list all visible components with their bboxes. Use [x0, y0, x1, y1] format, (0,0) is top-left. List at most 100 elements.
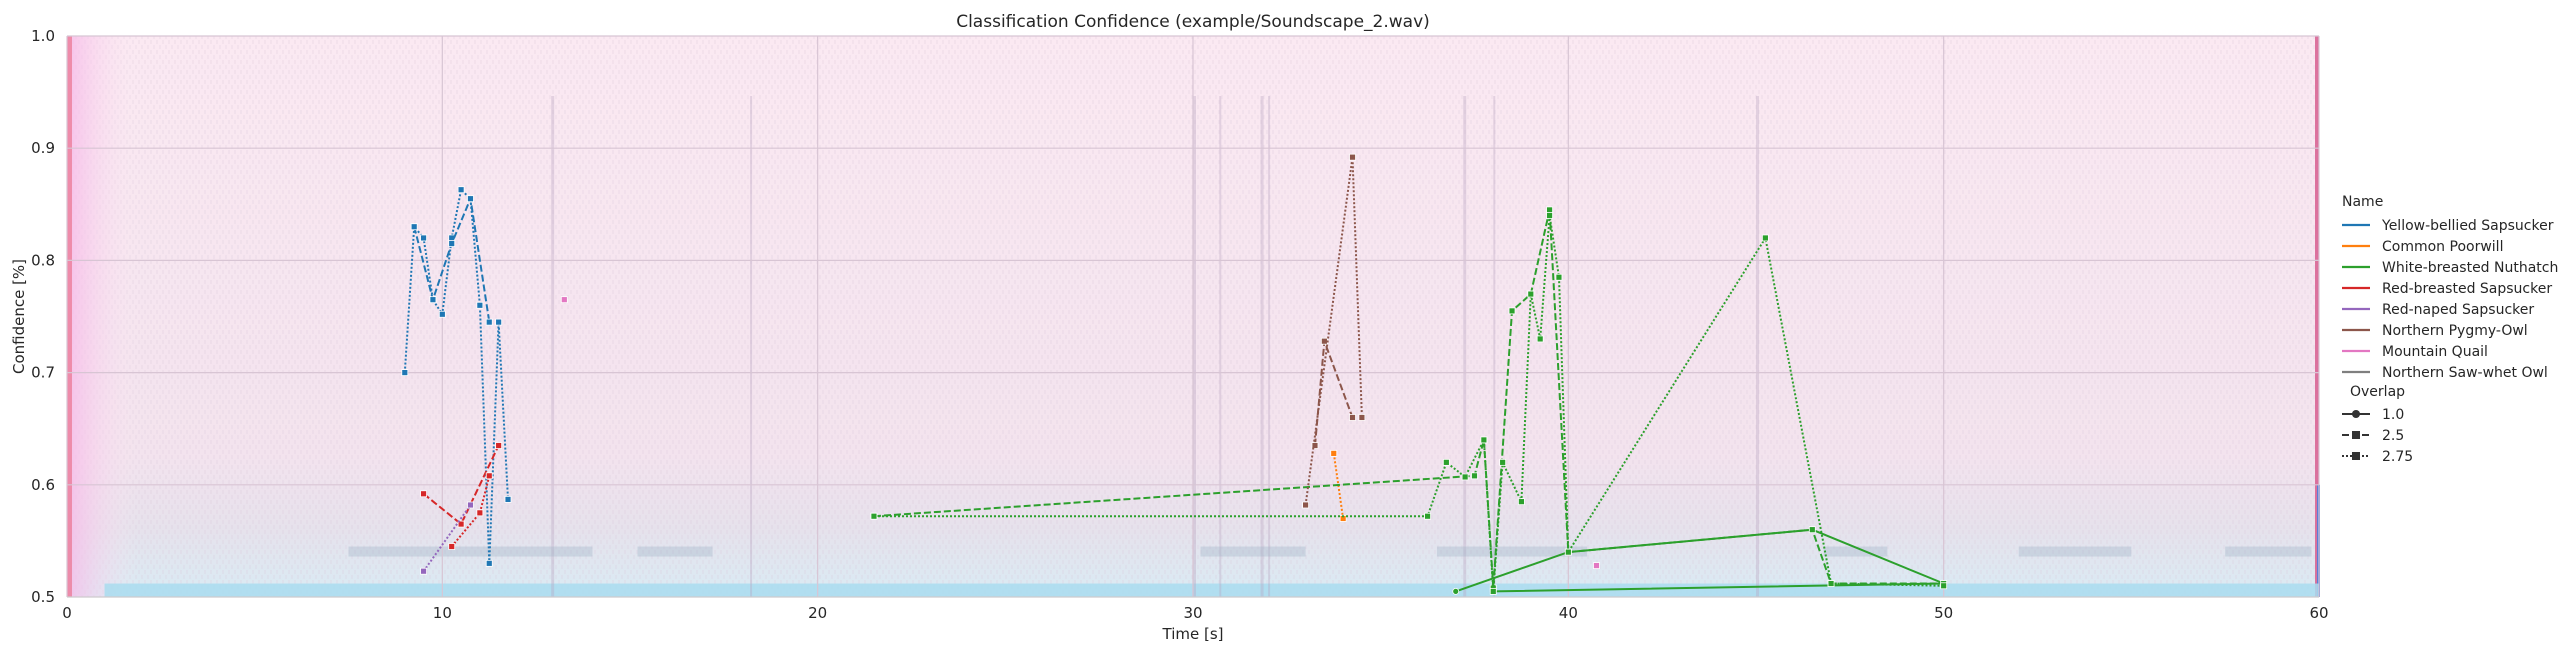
series-line	[422, 504, 472, 572]
data-point	[429, 296, 437, 304]
data-point	[467, 195, 474, 203]
legend-item: Red-naped Sapsucker	[2342, 302, 2534, 318]
series-line	[1304, 157, 1363, 506]
legend-marker	[2352, 431, 2360, 439]
data-point	[1302, 501, 1309, 509]
data-point	[1564, 548, 1572, 556]
y-tick-label: 0.7	[31, 364, 55, 382]
legend-label: Northern Saw-whet Owl	[2382, 365, 2548, 381]
legend-label: Northern Pygmy-Owl	[2382, 323, 2528, 339]
data-point	[1424, 512, 1431, 520]
data-point	[476, 509, 484, 517]
legend-label: Red-breasted Sapsucker	[2382, 281, 2552, 297]
data-point	[438, 310, 446, 318]
y-axis-label: Confidence [%]	[10, 259, 28, 374]
legend-overlap-title: Overlap	[2350, 384, 2405, 400]
data-point	[504, 495, 512, 503]
chart-title: Classification Confidence (example/Sound…	[956, 12, 1430, 32]
legend-item: Red-breasted Sapsucker	[2342, 281, 2552, 297]
x-tick-label: 60	[2309, 604, 2328, 622]
x-tick-label: 10	[433, 604, 452, 622]
data-point	[401, 369, 409, 377]
data-point	[457, 520, 465, 528]
data-point	[495, 442, 503, 449]
legend-label: White-breasted Nuthatch	[2382, 260, 2558, 276]
data-point	[1593, 562, 1600, 569]
data-point	[1827, 580, 1835, 587]
legend-marker	[2352, 410, 2360, 418]
x-tick-label: 40	[1559, 604, 1578, 622]
data-point	[1480, 436, 1488, 444]
data-point	[448, 240, 456, 247]
legend-label: Red-naped Sapsucker	[2382, 302, 2534, 318]
data-point	[1518, 498, 1525, 506]
x-axis-label: Time [s]	[1162, 625, 1224, 643]
y-tick-label: 1.0	[31, 27, 55, 45]
x-tick-label: 30	[1183, 604, 1202, 622]
data-point	[495, 318, 503, 326]
y-tick-label: 0.5	[31, 588, 55, 606]
data-point	[1452, 587, 1460, 595]
legend-item: Common Poorwill	[2342, 239, 2503, 255]
y-tick-label: 0.6	[31, 476, 55, 494]
data-point	[1471, 472, 1478, 480]
data-point	[870, 512, 878, 520]
x-tick-label: 0	[62, 604, 72, 622]
legend-names: Yellow-bellied Sapsucker Common Poorwill W…	[2342, 218, 2558, 381]
y-tick-label: 0.9	[31, 139, 55, 157]
series-yellow-bellied-sapsucker-2.5	[410, 195, 493, 326]
data-point	[1508, 307, 1516, 315]
data-point	[1546, 212, 1553, 219]
series-line	[450, 475, 491, 548]
legend-overlaps: 1.0 2.5 2.75	[2342, 407, 2413, 465]
data-point	[1499, 458, 1507, 466]
data-point	[1461, 473, 1469, 481]
legend-label: Common Poorwill	[2382, 239, 2503, 255]
legend-name-title: Name	[2342, 194, 2383, 210]
data-point	[1320, 337, 1328, 345]
series-white-breasted-nuthatch-2.75	[870, 212, 1948, 595]
legend-overlap-item: 2.5	[2342, 428, 2404, 444]
legend-overlap-item: 1.0	[2342, 407, 2404, 423]
legend-label: Yellow-bellied Sapsucker	[2381, 218, 2554, 234]
legend-overlap-label: 1.0	[2382, 407, 2404, 423]
data-point	[1940, 582, 1948, 590]
data-point	[1546, 206, 1553, 214]
y-tick-label: 0.8	[31, 251, 55, 269]
legend-item: Northern Pygmy-Owl	[2342, 323, 2528, 339]
series-red-breasted-sapsucker-2.5	[420, 442, 503, 528]
data-point	[1489, 587, 1497, 595]
series-mountain-quail-2.75	[560, 296, 1600, 569]
legend-item: Mountain Quail	[2342, 344, 2488, 360]
series-line	[874, 215, 1944, 592]
legend-label: Mountain Quail	[2382, 344, 2488, 360]
series-layer	[401, 153, 1948, 595]
data-point	[1349, 414, 1356, 421]
data-point	[485, 559, 493, 567]
x-tick-label: 20	[808, 604, 827, 622]
series-red-naped-sapsucker-2.75	[420, 501, 474, 575]
series-line	[422, 445, 500, 526]
axes: 0 10 20 30 40 50 60 0.5 0.6 0.7 0.8 0.9 1.0	[31, 27, 2328, 622]
data-point	[485, 318, 493, 326]
data-point	[420, 490, 427, 498]
data-point	[410, 223, 418, 231]
data-point	[1349, 153, 1356, 161]
data-point	[1527, 290, 1535, 298]
data-point	[1311, 442, 1319, 449]
legend: Name Yellow-bellied Sapsucker Common Poor…	[2342, 194, 2558, 465]
data-point	[420, 234, 427, 242]
data-point	[1442, 458, 1450, 466]
legend-marker	[2352, 452, 2360, 460]
data-point	[476, 301, 484, 309]
data-point	[1555, 273, 1563, 281]
series-northern-pygmy-owl-2.5	[1311, 337, 1356, 449]
data-point	[467, 501, 474, 509]
legend-overlap-item: 2.75	[2342, 449, 2413, 465]
data-point	[1808, 526, 1816, 534]
data-point	[420, 567, 427, 575]
series-red-breasted-sapsucker-2.75	[448, 472, 493, 550]
data-point	[1536, 335, 1544, 343]
data-point	[1330, 449, 1338, 457]
